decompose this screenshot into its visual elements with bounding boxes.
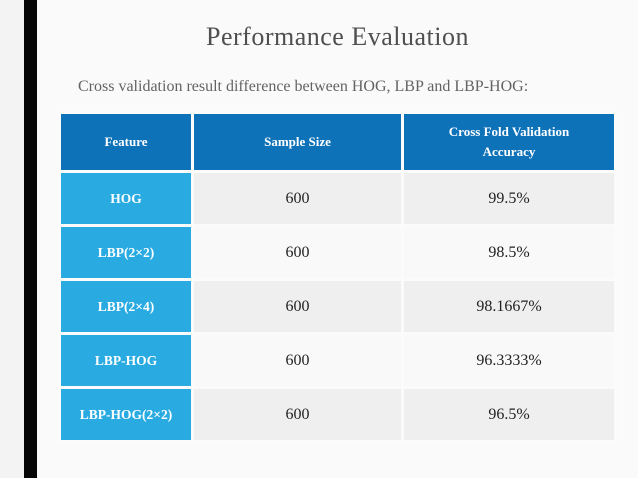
slide-subtitle: Cross validation result difference betwe…	[78, 78, 529, 95]
feature-cell: LBP-HOG(2×2)	[58, 386, 194, 443]
table-header-row: Feature Sample Size Cross Fold Validatio…	[58, 111, 617, 173]
table-row: LBP-HOG(2×2) 600 96.5%	[58, 386, 617, 443]
sample-size-cell: 600	[191, 386, 404, 443]
sample-size-cell: 600	[191, 332, 404, 389]
header-cell-accuracy: Cross Fold Validation Accuracy	[401, 111, 617, 173]
feature-cell: LBP(2×2)	[58, 224, 194, 281]
table-row: HOG 600 99.5%	[58, 170, 617, 227]
accuracy-cell: 99.5%	[401, 170, 617, 227]
slide: Performance Evaluation Cross validation …	[37, 0, 638, 478]
sample-size-cell: 600	[191, 278, 404, 335]
header-cell-feature: Feature	[58, 111, 194, 173]
feature-cell: LBP-HOG	[58, 332, 194, 389]
table-row: LBP(2×4) 600 98.1667%	[58, 278, 617, 335]
results-table: Feature Sample Size Cross Fold Validatio…	[58, 111, 617, 443]
accuracy-cell: 98.1667%	[401, 278, 617, 335]
accent-bar	[24, 0, 37, 478]
accuracy-cell: 96.5%	[401, 386, 617, 443]
table-body: HOG 600 99.5% LBP(2×2) 600 98.5% LBP(2×4) 600 98…	[58, 170, 617, 443]
table-row: LBP-HOG 600 96.3333%	[58, 332, 617, 389]
accuracy-cell: 98.5%	[401, 224, 617, 281]
sample-size-cell: 600	[191, 170, 404, 227]
header-cell-sample-size: Sample Size	[191, 111, 404, 173]
feature-cell: LBP(2×4)	[58, 278, 194, 335]
accuracy-cell: 96.3333%	[401, 332, 617, 389]
slide-title: Performance Evaluation	[206, 22, 469, 51]
table-row: LBP(2×2) 600 98.5%	[58, 224, 617, 281]
feature-cell: HOG	[58, 170, 194, 227]
sample-size-cell: 600	[191, 224, 404, 281]
